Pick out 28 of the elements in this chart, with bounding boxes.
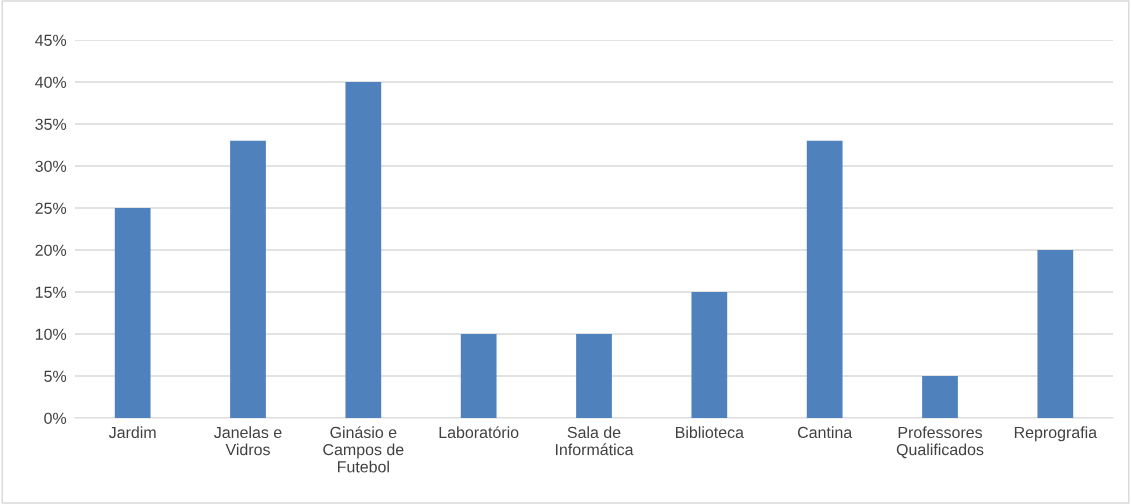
bar xyxy=(114,208,151,418)
y-tick-label: 30% xyxy=(35,160,67,172)
x-tick-label: Sala de Informática xyxy=(555,426,634,456)
bar xyxy=(806,140,843,418)
y-tick-label: 15% xyxy=(35,286,67,298)
x-tick-label: Professores Qualificados xyxy=(896,426,984,459)
y-tick-label: 25% xyxy=(35,202,67,214)
x-tick-label: Janelas e Vidros xyxy=(214,426,282,456)
x-tick-label: Biblioteca xyxy=(676,426,744,439)
y-tick-label: 35% xyxy=(35,118,67,130)
x-tick-label: Jardim xyxy=(108,426,156,439)
y-tick-label: 20% xyxy=(35,244,67,256)
bar xyxy=(460,334,497,418)
bar xyxy=(1037,250,1074,418)
y-tick-label: 10% xyxy=(35,328,67,340)
y-tick-label: 40% xyxy=(35,76,67,88)
bar xyxy=(230,140,266,418)
x-tick-label: Laboratório xyxy=(439,426,519,439)
bar xyxy=(345,82,382,418)
bar xyxy=(922,376,958,418)
y-tick-label: 0% xyxy=(44,412,67,424)
bar xyxy=(576,334,612,418)
y-tick-label: 45% xyxy=(35,34,67,46)
x-tick-label: Reprografia xyxy=(1014,426,1098,442)
x-tick-label: Cantina xyxy=(797,426,853,439)
bar xyxy=(691,292,728,418)
y-tick-label: 5% xyxy=(44,370,67,382)
x-tick-label: Ginásio e Campos de Futebol xyxy=(323,426,404,473)
